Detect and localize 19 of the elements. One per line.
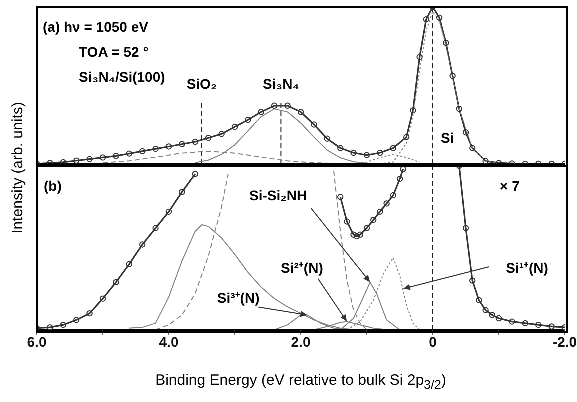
ref-line-label: Si₃N₄ <box>262 76 300 92</box>
annotation: (a) hν = 1050 eV <box>43 19 148 35</box>
annotation: (b) <box>44 178 62 194</box>
annotation: TOA = 52 ° <box>79 44 149 60</box>
x-tick-label: 2.0 <box>291 334 311 350</box>
annotation: Si²⁺(N) <box>281 260 324 276</box>
annotation: Si³⁺(N) <box>217 290 260 306</box>
annotation: × 7 <box>500 178 520 194</box>
x-tick-label: 4.0 <box>159 334 179 350</box>
ref-line-label: SiO₂ <box>186 76 218 92</box>
y-axis-title: Intensity (arb. units) <box>10 102 26 234</box>
annotation: Si <box>441 130 454 146</box>
annotation: Si-Si₂NH <box>250 187 308 204</box>
x-tick-label: 6.0 <box>27 334 47 350</box>
x-tick-label: 0 <box>429 334 438 350</box>
annotation: Si¹⁺(N) <box>506 260 548 276</box>
annotation: Si₃N₄/Si(100) <box>79 69 166 85</box>
x-tick-label: -2.0 <box>552 334 577 350</box>
x-axis-title: Binding Energy (eV relative to bulk Si 2p$_{3/2}$) <box>156 372 446 392</box>
